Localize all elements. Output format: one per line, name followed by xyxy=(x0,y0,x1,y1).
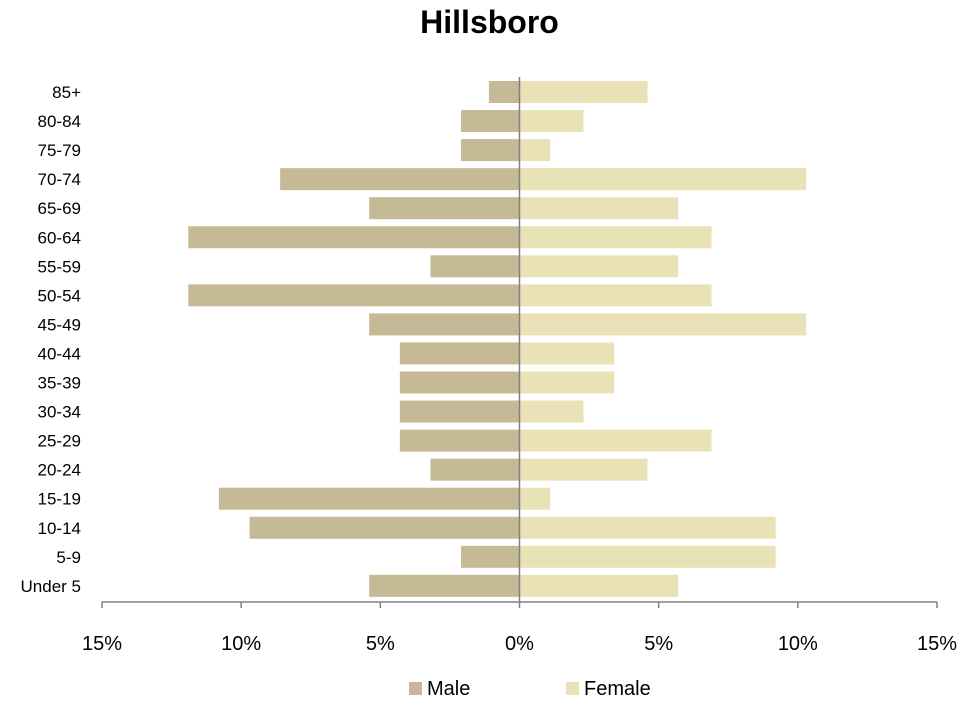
bar-male-25-29 xyxy=(399,429,520,452)
category-label: 75-79 xyxy=(38,141,81,160)
bar-female-50-54 xyxy=(519,284,712,307)
x-tick-label: 5% xyxy=(644,633,673,655)
bar-female-under-5 xyxy=(519,574,679,597)
bar-male-65-69 xyxy=(369,197,520,220)
x-tick-label: 10% xyxy=(778,633,818,655)
category-label: 45-49 xyxy=(38,315,81,334)
bar-male-30-34 xyxy=(399,400,520,423)
chart-title: Hillsboro xyxy=(420,4,559,40)
legend-swatch-female xyxy=(566,682,579,695)
category-label: 20-24 xyxy=(38,461,81,480)
bar-female-80-84 xyxy=(519,110,584,133)
category-label: 15-19 xyxy=(38,490,81,509)
bar-female-35-39 xyxy=(519,371,615,394)
category-label: 40-44 xyxy=(38,344,81,363)
bar-male-5-9 xyxy=(461,545,520,568)
bar-female-10-14 xyxy=(519,516,776,539)
category-label: 70-74 xyxy=(38,170,81,189)
bar-male-50-54 xyxy=(188,284,520,307)
category-label: 85+ xyxy=(52,83,81,102)
bar-female-20-24 xyxy=(519,458,648,481)
legend-label-female: Female xyxy=(584,678,651,700)
bar-female-45-49 xyxy=(519,313,807,336)
legend-label-male: Male xyxy=(427,678,470,700)
bar-female-65-69 xyxy=(519,197,679,220)
bar-male-85plus xyxy=(488,81,520,103)
bar-male-45-49 xyxy=(369,313,520,336)
category-label: 10-14 xyxy=(38,519,81,538)
category-label: 5-9 xyxy=(56,548,81,567)
category-label: 30-34 xyxy=(38,403,81,422)
bar-female-5-9 xyxy=(519,545,776,568)
bar-male-80-84 xyxy=(461,110,520,133)
category-label: 35-39 xyxy=(38,374,81,393)
bar-female-30-34 xyxy=(519,400,584,423)
x-tick-label: 10% xyxy=(221,633,261,655)
category-label: 50-54 xyxy=(38,286,81,305)
bar-male-under-5 xyxy=(369,574,520,597)
category-label: 60-64 xyxy=(38,228,81,247)
legend-swatch-male xyxy=(409,682,422,695)
category-label: 55-59 xyxy=(38,257,81,276)
bar-female-40-44 xyxy=(519,342,615,365)
x-tick-label: 0% xyxy=(505,633,534,655)
bar-female-15-19 xyxy=(519,487,551,510)
bar-female-85plus xyxy=(519,81,648,103)
x-tick-label: 15% xyxy=(82,633,122,655)
bar-male-55-59 xyxy=(430,255,520,278)
category-label: 80-84 xyxy=(38,112,81,131)
bar-female-25-29 xyxy=(519,429,712,452)
x-tick-label: 5% xyxy=(366,633,395,655)
bar-female-55-59 xyxy=(519,255,679,278)
bar-female-60-64 xyxy=(519,226,712,249)
category-label: Under 5 xyxy=(21,577,81,596)
bar-male-10-14 xyxy=(249,516,520,539)
x-tick-label: 15% xyxy=(917,633,957,655)
bar-female-75-79 xyxy=(519,139,551,162)
category-label: 25-29 xyxy=(38,432,81,451)
bar-male-75-79 xyxy=(461,139,520,162)
category-label: 65-69 xyxy=(38,199,81,218)
bar-male-40-44 xyxy=(399,342,520,365)
bar-male-20-24 xyxy=(430,458,520,481)
bar-male-35-39 xyxy=(399,371,520,394)
bar-male-60-64 xyxy=(188,226,520,249)
bar-male-15-19 xyxy=(218,487,520,510)
bar-male-70-74 xyxy=(280,168,520,191)
bar-female-70-74 xyxy=(519,168,807,191)
